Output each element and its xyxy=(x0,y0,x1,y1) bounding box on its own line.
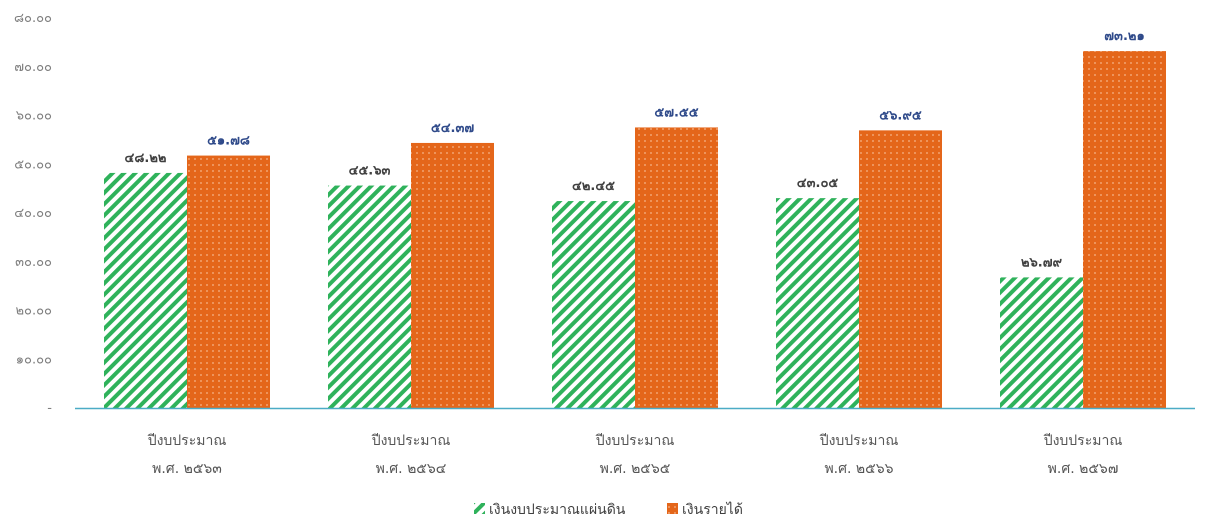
x-category-label: พ.ศ. ๒๕๖๔ xyxy=(376,461,447,477)
y-tick-label: ๓๐.๐๐ xyxy=(15,255,52,270)
bar-revenue xyxy=(635,127,718,408)
x-category-label: ปีงบประมาณ xyxy=(1043,433,1122,449)
data-label-budget: ๔๕.๖๓ xyxy=(349,164,391,179)
data-label-budget: ๔๘.๒๒ xyxy=(125,151,167,166)
x-category-label: ปีงบประมาณ xyxy=(147,433,226,449)
legend-label-revenue: เงินรายได้ xyxy=(682,501,743,518)
y-tick-label: ๑๐.๐๐ xyxy=(16,352,52,367)
x-category-label: ปีงบประมาณ xyxy=(371,433,450,449)
x-category-label: ปีงบประมาณ xyxy=(595,433,674,449)
legend-swatch-revenue xyxy=(667,503,678,514)
y-tick-label: ๘๐.๐๐ xyxy=(14,11,52,26)
x-category-label: พ.ศ. ๒๕๖๗ xyxy=(1048,461,1119,477)
y-tick-label: ๖๐.๐๐ xyxy=(16,109,52,124)
data-label-budget: ๒๖.๗๙ xyxy=(1021,255,1063,270)
bar-revenue xyxy=(1083,51,1166,408)
data-label-revenue: ๕๑.๗๘ xyxy=(207,134,250,149)
y-tick-label: ๕๐.๐๐ xyxy=(14,157,52,172)
bar-budget xyxy=(552,201,635,408)
data-label-budget: ๔๒.๔๕ xyxy=(572,179,615,194)
y-tick-label: ๒๐.๐๐ xyxy=(15,304,52,319)
legend-label-budget: เงินงบประมาณแผ่นดิน xyxy=(489,502,626,518)
data-label-revenue: ๗๓.๒๑ xyxy=(1104,29,1144,44)
bar-budget xyxy=(104,172,187,408)
bar-revenue xyxy=(187,155,270,408)
data-label-revenue: ๕๗.๕๕ xyxy=(654,105,698,120)
legend-swatch-budget xyxy=(474,503,485,514)
y-tick-label: ๗๐.๐๐ xyxy=(14,60,52,75)
data-label-revenue: ๕๖.๙๕ xyxy=(879,108,922,123)
bar-revenue xyxy=(859,130,942,408)
y-axis-ticks: - ๑๐.๐๐ ๒๐.๐๐ ๓๐.๐๐ ๔๐.๐๐ ๕๐.๐๐ ๖๐.๐๐ ๗๐.๐๐ ๘๐.๐… xyxy=(14,11,52,416)
x-category-label: พ.ศ. ๒๕๖๕ xyxy=(600,461,671,477)
bars xyxy=(104,51,1166,409)
x-category-label: พ.ศ. ๒๕๖๓ xyxy=(152,461,222,477)
y-tick-label: ๔๐.๐๐ xyxy=(14,206,52,221)
x-category-label: พ.ศ. ๒๕๖๖ xyxy=(824,461,893,477)
legend: เงินงบประมาณแผ่นดิน เงินรายได้ xyxy=(474,501,743,518)
data-label-budget: ๔๓.๐๕ xyxy=(797,176,839,191)
bar-revenue xyxy=(411,142,494,409)
bar-budget xyxy=(328,185,411,408)
data-label-revenue: ๕๔.๓๗ xyxy=(431,121,475,136)
bar-budget xyxy=(1000,277,1083,408)
bar-budget xyxy=(776,198,859,408)
x-category-label: ปีงบประมาณ xyxy=(819,433,898,449)
y-tick-label: - xyxy=(47,401,52,416)
